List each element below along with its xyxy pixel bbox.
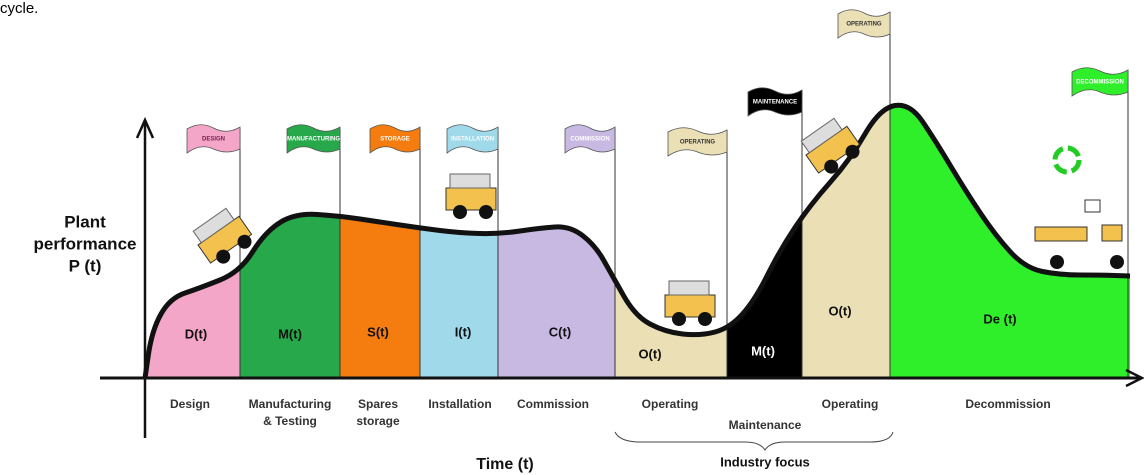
phase-label: Operating [822,397,879,411]
scrap-piece [1102,225,1122,241]
flag-label: STORAGE [380,137,410,143]
region-label: O(t) [638,346,661,361]
focus-bracket [615,432,893,450]
phase-label: & Testing [263,414,317,428]
flag-label: INSTALLATION [451,137,494,143]
phase-label: Manufacturing [249,397,332,411]
lifecycle-diagram: cycle. DESIGN D(t) Design MANUFACTURING M(t)… [0,0,1144,475]
region-label: S(t) [367,324,389,339]
flag-label: DESIGN [202,137,225,143]
phase-label: Spares [358,397,398,411]
truck-icon [446,174,496,219]
truck-wheel [453,205,467,219]
phase-label: storage [356,414,400,428]
flag-label: MANUFACTURING [287,137,340,143]
region-label: O(t) [828,303,851,318]
caption-fragment: cycle. [0,0,38,17]
truck-load [450,174,490,188]
y-axis-label: P (t) [69,256,102,275]
region-label: C(t) [549,324,571,339]
focus-label: Industry focus [720,454,810,469]
scrap-wheel [1050,255,1064,269]
region-fill [890,90,1130,378]
y-axis-label: performance [34,234,137,253]
region-label: D(t) [185,326,207,341]
region-label: M(t) [751,343,775,358]
flag-label: OPERATING [680,140,716,146]
y-axis-label: Plant [64,212,106,231]
region-label: I(t) [455,324,472,339]
scrap-wheel [1110,255,1124,269]
phase-label: Maintenance [729,418,802,432]
flag-label: MAINTENANCE [753,100,797,106]
truck-wheel [698,312,712,326]
phase-label: Installation [428,397,491,411]
x-axis-label: Time (t) [476,456,533,473]
truck-wheel [479,205,493,219]
truck-wheel [672,312,686,326]
truck-icon [665,281,715,326]
phase-label: Commission [517,397,589,411]
phase-label: Operating [642,397,699,411]
scrap-piece [1035,227,1087,241]
truck-load [669,281,709,295]
flag-label: COMMISSION [570,137,609,143]
phase-label: Design [170,397,210,411]
region-label: De (t) [983,311,1016,326]
flag-label: DECOMMISSION [1076,80,1124,86]
region-label: M(t) [278,326,302,341]
recycle-icon [1055,148,1079,172]
phase-label: Decommission [965,397,1050,411]
scrap-box [1085,200,1100,212]
flag-label: OPERATING [846,22,882,28]
